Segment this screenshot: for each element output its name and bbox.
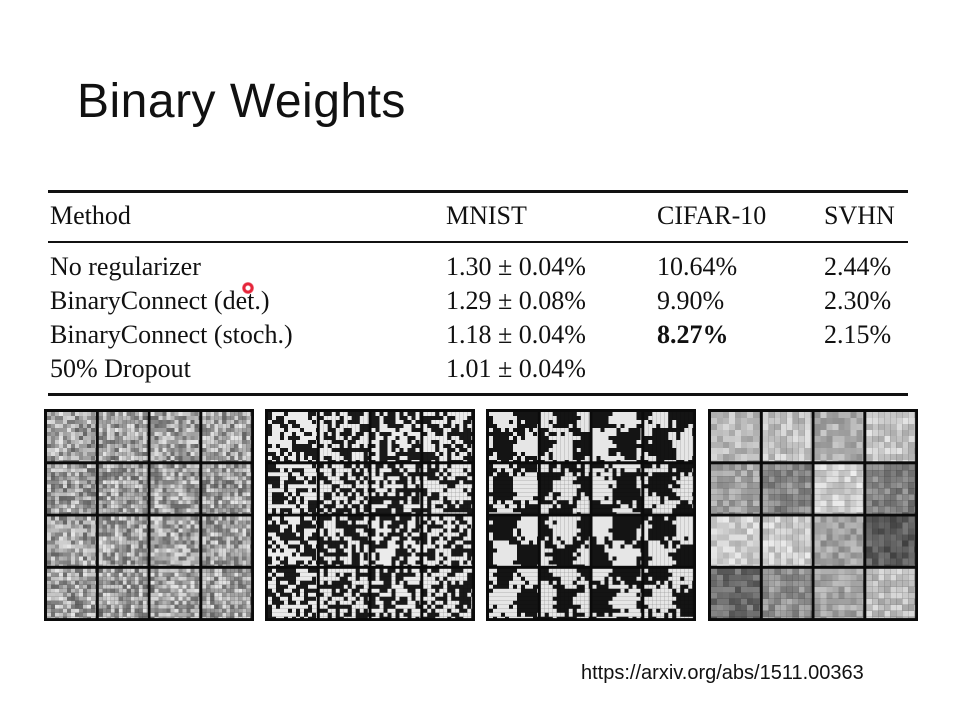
row-svhn: 2.44%	[824, 252, 892, 281]
row-mnist: 1.29 ± 0.08%	[446, 286, 586, 315]
header-mnist: MNIST	[446, 201, 527, 230]
row-method: BinaryConnect (det.)	[50, 286, 270, 315]
table-row: BinaryConnect (stoch.) 1.18 ± 0.04% 8.27…	[48, 318, 908, 352]
header-method: Method	[50, 201, 131, 230]
table-row: No regularizer 1.30 ± 0.04% 10.64% 2.44%	[48, 250, 908, 284]
row-method: No regularizer	[50, 252, 201, 281]
row-cifar10: 9.90%	[657, 286, 725, 315]
laser-pointer-dot	[242, 282, 254, 294]
filter-panel-binaryconnect-stoch	[486, 409, 696, 621]
filter-grid-image	[708, 409, 918, 621]
row-mnist: 1.18 ± 0.04%	[446, 320, 586, 349]
row-mnist: 1.30 ± 0.04%	[446, 252, 586, 281]
table-row: 50% Dropout 1.01 ± 0.04%	[48, 352, 908, 386]
filter-panel-no-regularizer	[44, 409, 254, 621]
row-cifar10: 10.64%	[657, 252, 738, 281]
learned-filters-figure	[44, 409, 918, 621]
row-cifar10-best: 8.27%	[657, 320, 729, 349]
header-svhn: SVHN	[824, 201, 895, 230]
source-link[interactable]: https://arxiv.org/abs/1511.00363	[581, 662, 864, 684]
table-header-row: Method MNIST CIFAR-10 SVHN	[48, 199, 908, 233]
slide-title: Binary Weights	[77, 75, 406, 128]
filter-panel-binaryconnect-det	[265, 409, 475, 621]
row-method: 50% Dropout	[50, 354, 191, 383]
row-mnist: 1.01 ± 0.04%	[446, 354, 586, 383]
row-svhn: 2.30%	[824, 286, 892, 315]
row-svhn: 2.15%	[824, 320, 892, 349]
table-row: BinaryConnect (det.) 1.29 ± 0.08% 9.90% …	[48, 284, 908, 318]
table-top-rule	[48, 190, 908, 193]
table-header-rule	[48, 241, 908, 243]
table-bottom-rule	[48, 393, 908, 396]
filter-grid-image	[486, 409, 696, 621]
filter-grid-image	[44, 409, 254, 621]
row-method: BinaryConnect (stoch.)	[50, 320, 293, 349]
header-cifar10: CIFAR-10	[657, 201, 767, 230]
filter-panel-dropout	[708, 409, 918, 621]
filter-grid-image	[265, 409, 475, 621]
